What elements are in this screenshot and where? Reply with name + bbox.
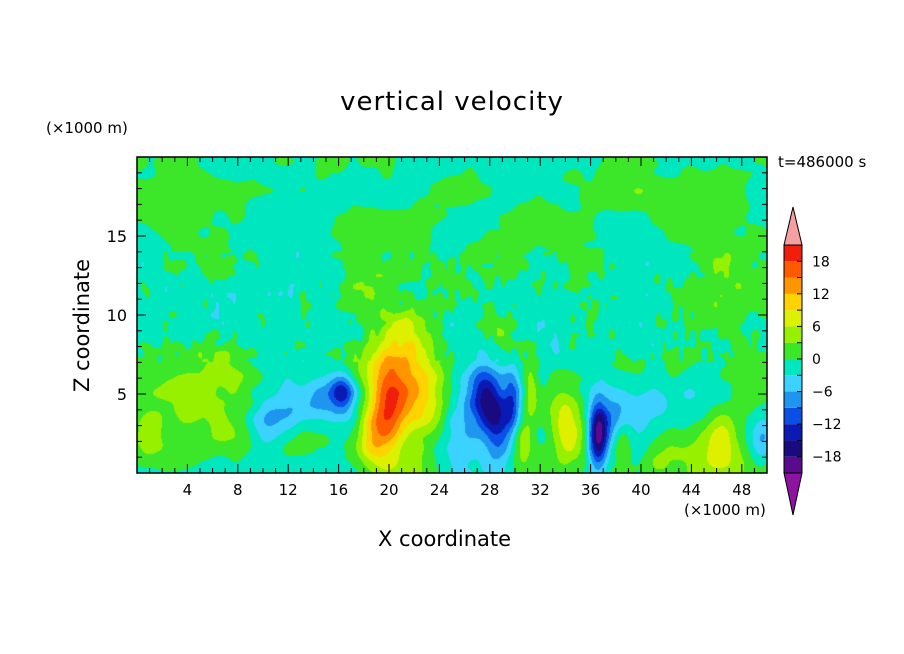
x-tick-label: 36 <box>581 481 600 499</box>
colorbar-band <box>784 245 802 262</box>
x-tick-label: 24 <box>430 481 449 499</box>
x-axis-unit-label: (×1000 m) <box>684 501 766 519</box>
colorbar-band <box>784 342 802 359</box>
y-tick-label: 5 <box>117 385 127 404</box>
colorbar-tick-label: −18 <box>812 450 842 466</box>
colorbar-tick-label: 12 <box>812 287 830 303</box>
x-tick-label: 32 <box>531 481 550 499</box>
x-tick-label: 44 <box>682 481 701 499</box>
colorbar-band <box>784 407 802 425</box>
chart-title: vertical velocity <box>340 87 564 117</box>
x-tick-label: 28 <box>480 481 499 499</box>
colorbar-tick-label: 0 <box>812 352 821 368</box>
time-label: t=486000 s <box>778 153 867 171</box>
x-tick-label: 12 <box>279 481 298 499</box>
colorbar-band <box>784 326 802 343</box>
colorbar-band <box>784 391 802 408</box>
colorbar-band <box>784 261 802 278</box>
colorbar-band <box>784 456 802 473</box>
colorbar-band <box>784 277 802 294</box>
colorbar-band <box>784 293 802 311</box>
x-tick-label: 16 <box>329 481 348 499</box>
colorbar-over-arrow <box>783 206 803 246</box>
x-tick-label: 40 <box>631 481 650 499</box>
colorbar-tick-label: −12 <box>812 417 842 433</box>
velocity-field <box>137 157 767 473</box>
colorbar-band <box>784 310 802 327</box>
y-axis-unit-label: (×1000 m) <box>46 119 128 137</box>
x-tick-label: 48 <box>732 481 751 499</box>
colorbar-band <box>784 359 802 376</box>
colorbar-band <box>784 375 802 392</box>
colorbar-tick-label: 6 <box>812 319 821 335</box>
y-tick-label: 10 <box>107 306 127 325</box>
colorbar-band <box>784 424 802 441</box>
colorbar-under-arrow <box>783 472 803 516</box>
x-axis-label: X coordinate <box>378 527 512 551</box>
y-tick-label: 15 <box>107 227 127 246</box>
colorbar-tick-label: −6 <box>812 385 833 401</box>
colorbar-band <box>784 440 802 457</box>
colorbar-tick-label: 18 <box>812 254 830 270</box>
x-tick-label: 8 <box>233 481 243 499</box>
x-tick-label: 20 <box>379 481 398 499</box>
x-tick-label: 4 <box>183 481 193 499</box>
